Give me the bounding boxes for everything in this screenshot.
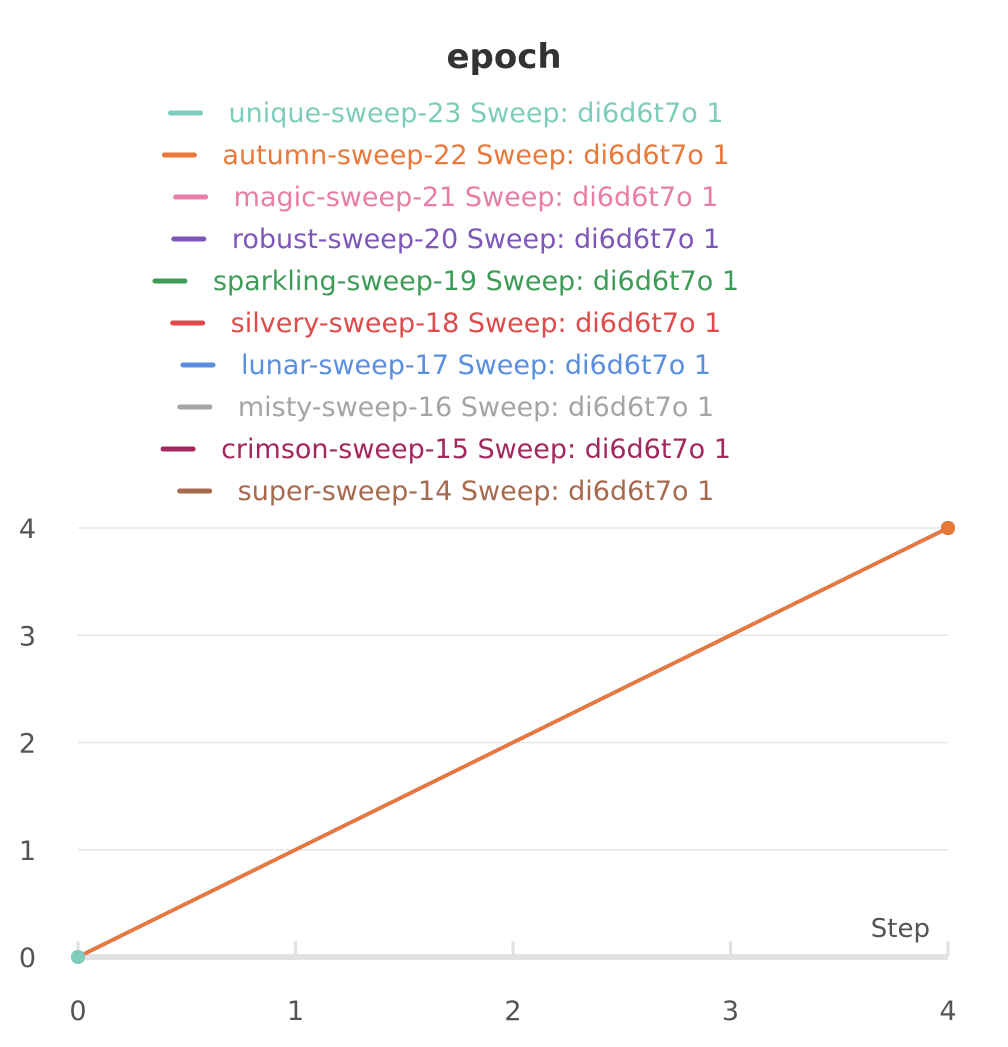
legend-item-6[interactable]: lunar-sweep-17 Sweep: di6d6t7o 1 [180, 350, 711, 381]
legend-label-3: robust-sweep-20 Sweep: di6d6t7o 1 [232, 224, 720, 255]
legend-item-9[interactable]: super-sweep-14 Sweep: di6d6t7o 1 [177, 476, 715, 507]
legend-label-7: misty-sweep-16 Sweep: di6d6t7o 1 [238, 392, 714, 423]
legend-label-4: sparkling-sweep-19 Sweep: di6d6t7o 1 [213, 266, 739, 297]
legend-item-8[interactable]: crimson-sweep-15 Sweep: di6d6t7o 1 [160, 434, 731, 465]
legend-label-8: crimson-sweep-15 Sweep: di6d6t7o 1 [221, 434, 731, 465]
y-tick-label-1: 1 [19, 836, 36, 867]
y-tick-label-0: 0 [19, 943, 36, 974]
x-axis: 0 1 2 3 4 [69, 941, 957, 1027]
legend-item-3[interactable]: robust-sweep-20 Sweep: di6d6t7o 1 [171, 224, 720, 255]
legend-label-6: lunar-sweep-17 Sweep: di6d6t7o 1 [241, 350, 711, 381]
x-tick-label-4: 4 [939, 996, 956, 1027]
legend-item-2[interactable]: magic-sweep-21 Sweep: di6d6t7o 1 [173, 182, 719, 213]
x-tick-label-2: 2 [504, 996, 521, 1027]
chart-title: epoch [446, 37, 561, 77]
legend-item-5[interactable]: silvery-sweep-18 Sweep: di6d6t7o 1 [170, 308, 722, 339]
series-start-point [71, 950, 85, 964]
y-axis: 0 1 2 3 4 [19, 514, 36, 974]
legend-label-2: magic-sweep-21 Sweep: di6d6t7o 1 [234, 182, 719, 213]
y-tick-label-3: 3 [19, 621, 36, 652]
legend-item-4[interactable]: sparkling-sweep-19 Sweep: di6d6t7o 1 [152, 266, 739, 297]
legend-label-5: silvery-sweep-18 Sweep: di6d6t7o 1 [231, 308, 722, 339]
legend-item-1[interactable]: autumn-sweep-22 Sweep: di6d6t7o 1 [161, 140, 730, 171]
y-tick-label-2: 2 [19, 729, 36, 760]
legend-item-0[interactable]: unique-sweep-23 Sweep: di6d6t7o 1 [168, 98, 724, 129]
x-axis-title: Step [871, 914, 930, 944]
y-tick-label-4: 4 [19, 514, 36, 545]
x-tick-label-1: 1 [287, 996, 304, 1027]
series-line-1 [77, 526, 949, 959]
legend-label-0: unique-sweep-23 Sweep: di6d6t7o 1 [229, 98, 724, 129]
legend-label-1: autumn-sweep-22 Sweep: di6d6t7o 1 [222, 140, 729, 171]
legend: unique-sweep-23 Sweep: di6d6t7o 1 autumn-… [152, 98, 739, 507]
x-tick-label-3: 3 [722, 996, 739, 1027]
legend-label-9: super-sweep-14 Sweep: di6d6t7o 1 [238, 476, 715, 507]
x-tick-label-0: 0 [69, 996, 86, 1027]
series-point-1-end [941, 521, 955, 535]
grid-lines [78, 527, 948, 851]
series-group [71, 521, 955, 964]
legend-item-7[interactable]: misty-sweep-16 Sweep: di6d6t7o 1 [177, 392, 714, 423]
